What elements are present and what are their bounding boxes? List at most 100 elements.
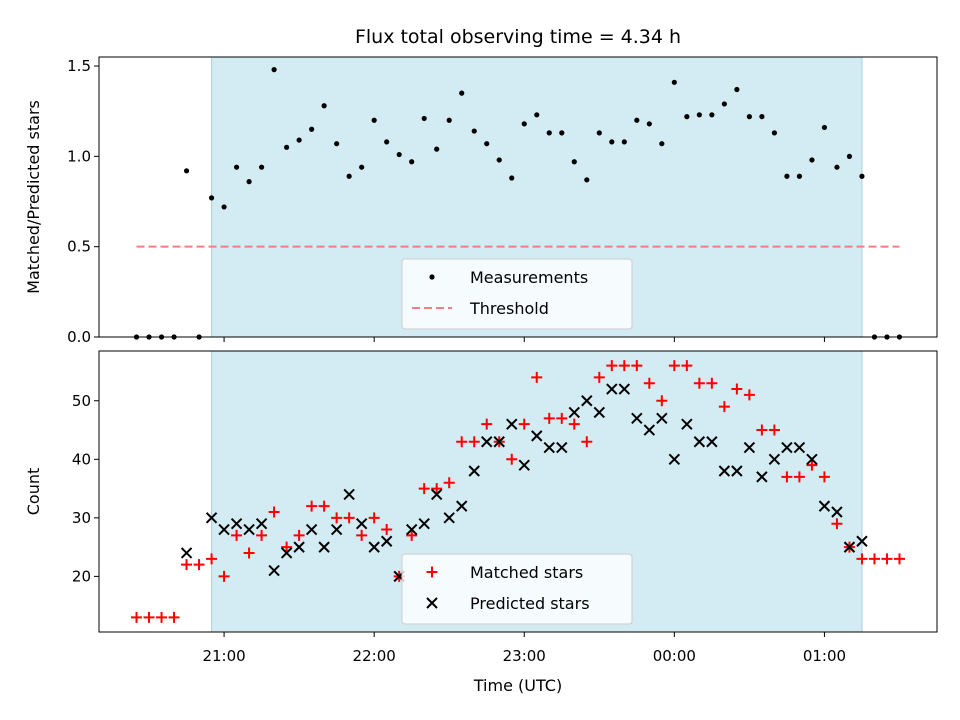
data-point bbox=[496, 157, 502, 163]
legend-swatch bbox=[426, 597, 438, 609]
data-point bbox=[218, 570, 230, 582]
data-point bbox=[868, 553, 880, 565]
data-point bbox=[731, 383, 743, 395]
legend-label: Matched stars bbox=[470, 563, 583, 582]
data-point bbox=[256, 529, 268, 541]
data-point bbox=[618, 360, 630, 372]
data-point bbox=[268, 564, 280, 577]
data-point bbox=[818, 500, 831, 512]
data-point bbox=[718, 465, 731, 477]
data-point bbox=[606, 360, 618, 372]
data-point bbox=[843, 541, 856, 553]
data-point bbox=[456, 500, 468, 512]
data-point bbox=[434, 146, 440, 152]
data-point bbox=[581, 395, 593, 407]
data-point bbox=[368, 512, 380, 524]
data-point bbox=[556, 441, 568, 454]
data-point bbox=[743, 389, 755, 401]
data-point bbox=[271, 67, 277, 73]
x-axis-label: Time (UTC) bbox=[473, 676, 562, 695]
data-point bbox=[706, 436, 718, 448]
data-point bbox=[781, 471, 793, 483]
data-point bbox=[781, 441, 793, 454]
y-tick-label: 1.0 bbox=[67, 147, 91, 165]
data-point bbox=[481, 436, 493, 448]
data-point bbox=[531, 371, 543, 383]
data-point bbox=[356, 529, 368, 541]
data-point bbox=[306, 500, 318, 512]
data-point bbox=[509, 175, 515, 181]
data-point bbox=[618, 383, 631, 395]
data-point bbox=[380, 535, 393, 547]
data-point bbox=[368, 541, 380, 553]
data-point bbox=[821, 124, 828, 131]
x-tick-label: 01:00 bbox=[803, 647, 846, 665]
data-point bbox=[231, 529, 243, 541]
data-point bbox=[468, 436, 480, 448]
data-point bbox=[258, 164, 265, 170]
data-point bbox=[784, 173, 790, 179]
data-point bbox=[446, 117, 452, 123]
data-point bbox=[831, 506, 843, 518]
data-point bbox=[471, 128, 477, 134]
data-point bbox=[631, 412, 643, 425]
data-point bbox=[493, 436, 505, 448]
y-tick-label: 30 bbox=[72, 509, 91, 527]
data-point bbox=[809, 157, 815, 163]
legend-label: Predicted stars bbox=[470, 594, 590, 613]
data-point bbox=[818, 471, 830, 483]
data-point bbox=[834, 164, 840, 170]
data-point bbox=[208, 195, 215, 201]
legend-label: Threshold bbox=[469, 299, 549, 318]
data-point bbox=[331, 512, 343, 524]
bottom-panel-counts: 20 30 40 50 21:00 22:00 23:00 00:00 01:00 Count Ti… bbox=[24, 350, 938, 695]
data-point bbox=[396, 151, 402, 158]
series-matched-stars bbox=[131, 360, 905, 623]
data-point bbox=[643, 424, 656, 436]
data-point bbox=[330, 523, 343, 536]
legend-box bbox=[401, 553, 633, 625]
y-tick-label: 0.0 bbox=[67, 328, 91, 346]
data-point bbox=[846, 153, 853, 159]
data-point bbox=[696, 112, 702, 118]
data-point bbox=[381, 524, 393, 536]
data-point bbox=[431, 483, 443, 495]
data-point bbox=[359, 164, 365, 170]
data-point bbox=[793, 471, 805, 483]
data-point bbox=[571, 159, 577, 165]
data-point bbox=[468, 465, 480, 477]
data-point bbox=[418, 483, 430, 495]
data-point bbox=[681, 418, 693, 430]
data-point bbox=[334, 141, 340, 147]
data-point bbox=[280, 547, 293, 559]
data-point bbox=[606, 383, 618, 395]
data-point bbox=[668, 360, 680, 372]
data-point bbox=[418, 517, 430, 530]
data-point bbox=[609, 139, 615, 145]
data-point bbox=[443, 477, 455, 489]
data-point bbox=[371, 117, 377, 123]
data-point bbox=[221, 204, 227, 210]
data-point bbox=[346, 173, 352, 179]
data-point bbox=[831, 518, 843, 530]
data-point bbox=[643, 377, 655, 389]
data-point bbox=[459, 90, 465, 96]
data-point bbox=[646, 121, 652, 127]
data-point bbox=[131, 611, 143, 623]
data-point bbox=[296, 137, 302, 143]
data-point bbox=[180, 547, 193, 559]
data-point bbox=[756, 471, 768, 483]
legend-box bbox=[401, 258, 633, 330]
data-point bbox=[309, 126, 315, 132]
data-point bbox=[518, 459, 530, 471]
legend-label: Measurements bbox=[470, 268, 588, 287]
data-point bbox=[384, 139, 390, 145]
data-point bbox=[806, 453, 818, 466]
data-point bbox=[756, 424, 768, 436]
data-point bbox=[568, 406, 580, 419]
data-point bbox=[430, 488, 443, 501]
data-point bbox=[881, 553, 893, 565]
y-tick-label: 50 bbox=[72, 392, 91, 410]
data-point bbox=[409, 159, 415, 165]
data-point bbox=[796, 173, 803, 179]
